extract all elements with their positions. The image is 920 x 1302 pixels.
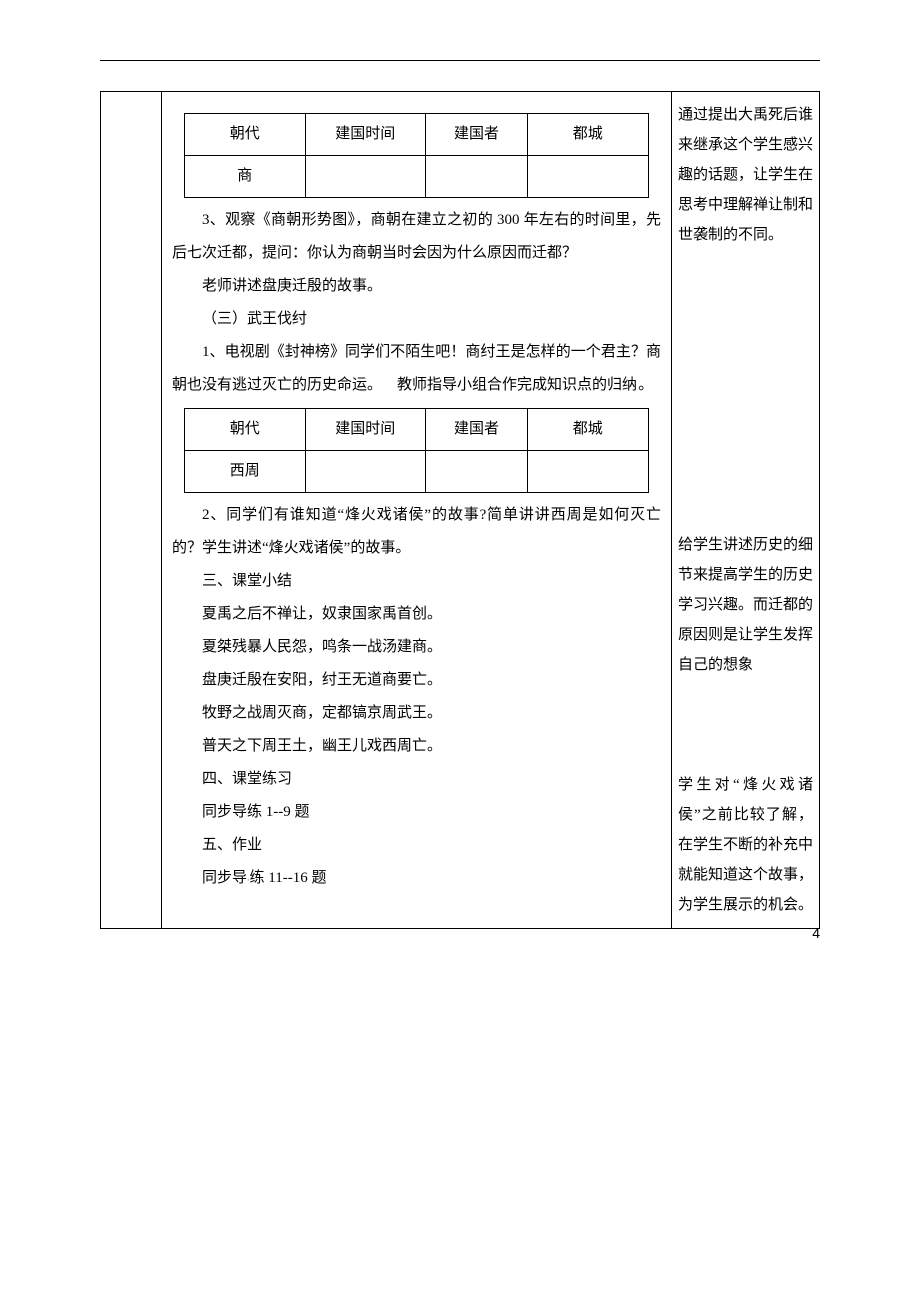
- page-number: 4: [812, 918, 820, 949]
- td-time: [305, 156, 426, 198]
- th-founder: 建国者: [426, 409, 528, 451]
- th-time: 建国时间: [305, 114, 426, 156]
- para: 老师讲述盘庚迁殷的故事。: [172, 270, 661, 303]
- para: 夏禹之后不禅让，奴隶国家禹首创。: [172, 598, 661, 631]
- top-rule: [100, 60, 820, 61]
- para: 普天之下周王土，幽王儿戏西周亡。: [172, 730, 661, 763]
- table-row: 朝代 建国时间 建国者 都城: [185, 114, 649, 156]
- text: 。: [638, 377, 653, 393]
- page: 朝代 建国时间 建国者 都城 商 3、观察《商朝形势图》，商朝在建立之初的 30…: [0, 0, 920, 969]
- para: 2、同学们有谁知道“烽火戏诸侯”的故事?简单讲讲西周是如何灭亡的？学生讲述“烽火…: [172, 499, 661, 565]
- para: （三）武王伐纣: [172, 303, 661, 336]
- td-capital: [528, 156, 649, 198]
- para: 五、作业: [172, 829, 661, 862]
- para: 同步导.练 11--16 题: [172, 862, 661, 895]
- th-time: 建国时间: [305, 409, 426, 451]
- td-capital: [528, 451, 649, 493]
- td-time: [305, 451, 426, 493]
- note-block: 给学生讲述历史的细节来提高学生的历史学习兴趣。而迁都的原因则是让学生发挥自己的想…: [678, 530, 813, 680]
- outer-center-cell: 朝代 建国时间 建国者 都城 商 3、观察《商朝形势图》，商朝在建立之初的 30…: [162, 92, 672, 928]
- td-founder: [426, 156, 528, 198]
- outer-table: 朝代 建国时间 建国者 都城 商 3、观察《商朝形势图》，商朝在建立之初的 30…: [100, 91, 820, 929]
- table-row: 商: [185, 156, 649, 198]
- shang-table: 朝代 建国时间 建国者 都城 商: [184, 113, 649, 198]
- note-block: 通过提出大禹死后谁来继承这个学生感兴趣的话题，让学生在思考中理解禅让制和世袭制的…: [678, 100, 813, 250]
- outer-right-cell: 通过提出大禹死后谁来继承这个学生感兴趣的话题，让学生在思考中理解禅让制和世袭制的…: [672, 92, 820, 928]
- spacer: [678, 310, 813, 530]
- para: 1、电视剧《封神榜》同学们不陌生吧！商纣王是怎样的一个君主？商朝也没有逃过灭亡的…: [172, 336, 661, 402]
- para: 夏桀残暴人民怨，鸣条一战汤建商。: [172, 631, 661, 664]
- note-block: 学生对“烽火戏诸侯”之前比较了解，在学生不断的补充中就能知道这个故事，为学生展示…: [678, 770, 813, 920]
- para: 牧野之战周灭商，定都镐京周武王。: [172, 697, 661, 730]
- table-row: 西周: [185, 451, 649, 493]
- th-capital: 都城: [528, 409, 649, 451]
- td-dynasty: 商: [185, 156, 306, 198]
- table-row: 朝代 建国时间 建国者 都城: [185, 409, 649, 451]
- para: 3、观察《商朝形势图》，商朝在建立之初的 300 年左右的时间里，先后七次迁都，…: [172, 204, 661, 270]
- para: 四、课堂练习: [172, 763, 661, 796]
- spacer: [678, 740, 813, 770]
- xizhou-table: 朝代 建国时间 建国者 都城 西周: [184, 408, 649, 493]
- td-dynasty: 西周: [185, 451, 306, 493]
- th-founder: 建国者: [426, 114, 528, 156]
- text: 1、电视剧《封神榜》同学们不陌生吧！商纣王是怎样的一个君主？商朝也没有逃过灭亡的…: [172, 344, 661, 393]
- para: 盘庚迁殷在安阳，纣王无道商要亡。: [172, 664, 661, 697]
- text: 练 11--16 题: [250, 870, 327, 886]
- para: 同步导练 1--9 题: [172, 796, 661, 829]
- th-dynasty: 朝代: [185, 409, 306, 451]
- th-dynasty: 朝代: [185, 114, 306, 156]
- td-founder: [426, 451, 528, 493]
- outer-left-cell: [100, 92, 162, 928]
- para: 三、课堂小结: [172, 565, 661, 598]
- th-capital: 都城: [528, 114, 649, 156]
- text: 同步导: [202, 870, 247, 886]
